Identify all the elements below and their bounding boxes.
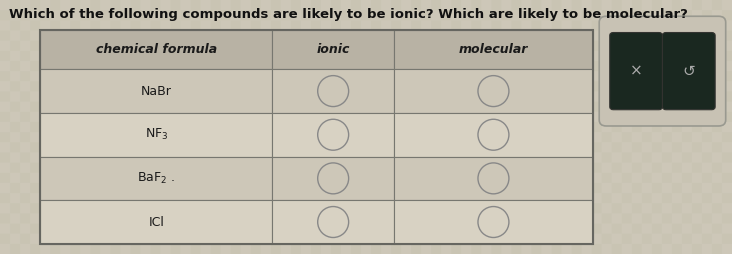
Text: ionic: ionic: [316, 43, 350, 56]
Text: Which of the following compounds are likely to be ionic? Which are likely to be : Which of the following compounds are lik…: [9, 8, 687, 21]
Text: molecular: molecular: [459, 43, 528, 56]
Text: NaBr: NaBr: [141, 85, 172, 98]
Bar: [394, 113, 593, 156]
Text: ICl: ICl: [149, 216, 164, 229]
FancyBboxPatch shape: [600, 16, 725, 126]
Bar: [272, 30, 394, 69]
Text: BaF$_2$ .: BaF$_2$ .: [138, 171, 176, 186]
FancyBboxPatch shape: [662, 33, 715, 110]
FancyBboxPatch shape: [610, 33, 662, 110]
Bar: [40, 113, 272, 156]
Bar: [272, 113, 394, 156]
Bar: [394, 156, 593, 200]
Bar: [394, 69, 593, 113]
Text: chemical formula: chemical formula: [96, 43, 217, 56]
Text: ×: ×: [630, 64, 643, 79]
Bar: [40, 156, 272, 200]
Bar: [272, 200, 394, 244]
Text: ↺: ↺: [682, 64, 695, 79]
Bar: [272, 69, 394, 113]
Bar: [394, 200, 593, 244]
Bar: [394, 30, 593, 69]
Bar: [40, 69, 272, 113]
Bar: [272, 156, 394, 200]
Text: NF$_3$: NF$_3$: [144, 127, 168, 142]
Bar: [40, 30, 272, 69]
Bar: [40, 200, 272, 244]
